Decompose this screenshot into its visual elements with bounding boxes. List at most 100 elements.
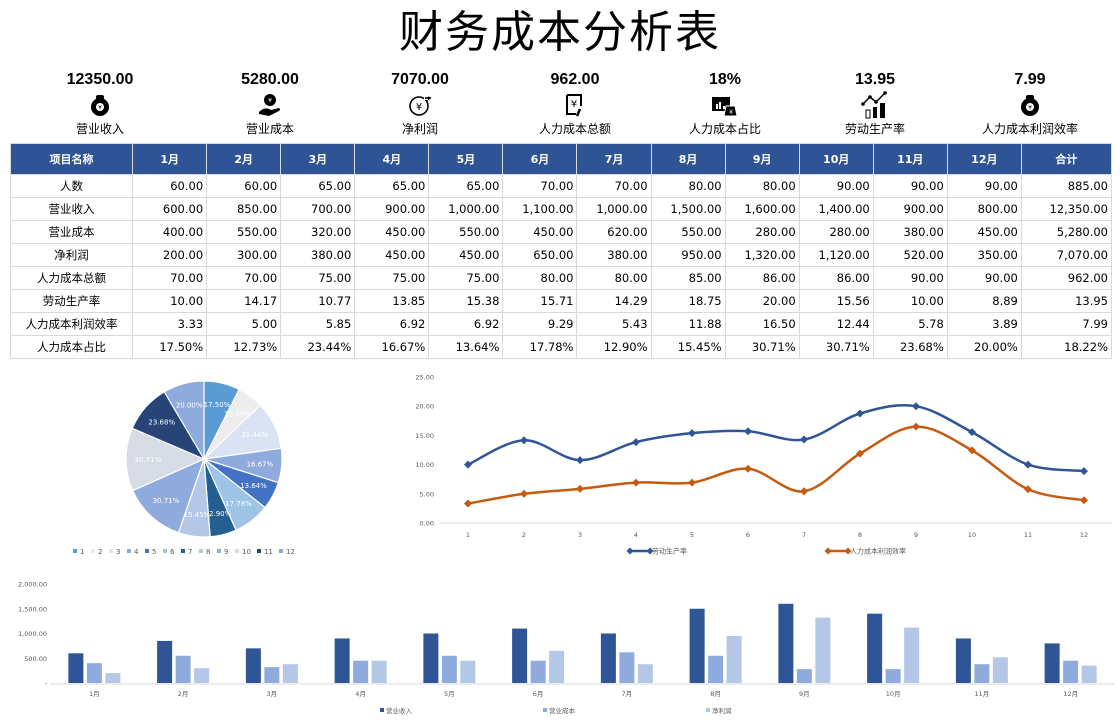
legend-marker: [626, 547, 634, 555]
pie-data-label: 12.90%: [205, 510, 232, 518]
kpi-value: 18%: [708, 71, 742, 88]
legend-label: 10: [242, 548, 251, 556]
data-point: [912, 402, 920, 411]
table-cell: 10.00: [132, 289, 208, 313]
column-header: 合计: [1020, 143, 1113, 175]
data-point: [912, 422, 920, 431]
bar: [600, 633, 616, 683]
pie-chart: 17.50%12.73% 23.44% 16.67% 13.64% 17.78% 12.9…: [73, 380, 295, 556]
row-label: 人力成本占比: [9, 335, 134, 359]
svg-text:¥: ¥: [268, 98, 272, 105]
bar: [904, 627, 920, 683]
legend-swatch: [199, 549, 203, 553]
x-tick-label: 10: [968, 531, 976, 539]
pie-data-label: 17.50%: [204, 401, 231, 409]
table-cell: 1,500.00: [650, 197, 726, 221]
legend-swatch: [279, 549, 283, 553]
legend-label: 9: [224, 548, 228, 556]
table-cell: 65.00: [354, 174, 430, 198]
table-cell: 13.95: [1020, 289, 1113, 313]
table-cell: 90.00: [946, 266, 1022, 290]
y-tick-label: 0.00: [420, 520, 434, 528]
hand-coin-icon: ¥: [195, 90, 345, 120]
data-point: [520, 436, 528, 445]
kpi-label: 人力成本利润效率: [981, 122, 1078, 136]
bar: [974, 664, 990, 683]
table-cell: 12,350.00: [1020, 197, 1113, 221]
x-tick-label: 4月: [355, 690, 366, 698]
table-cell: 885.00: [1020, 174, 1113, 198]
table-cell: 1,400.00: [798, 197, 874, 221]
table-cell: 900.00: [872, 197, 948, 221]
kpi-card: 7070.00 ¥ 净利润: [345, 70, 495, 138]
column-header: 项目名称: [9, 143, 134, 175]
table-cell: 1,100.00: [502, 197, 578, 221]
table-cell: 20.00%: [946, 335, 1022, 359]
table-cell: 300.00: [206, 243, 282, 267]
column-header: 10月: [798, 143, 874, 175]
bar: [815, 617, 831, 683]
pie-data-label: 17.78%: [225, 500, 252, 508]
bar: [955, 638, 971, 683]
data-point: [688, 478, 696, 487]
legend-label: 4: [134, 548, 139, 556]
pie-data-label: 15.45%: [183, 511, 210, 519]
table-cell: 380.00: [872, 220, 948, 244]
kpi-value: 12350.00: [66, 71, 134, 88]
legend-label: 营业收入: [386, 706, 413, 715]
legend-label: 8: [206, 548, 210, 556]
table-cell: 90.00: [872, 174, 948, 198]
svg-text:¥: ¥: [1028, 105, 1032, 112]
table-cell: 550.00: [428, 220, 504, 244]
data-point: [688, 429, 696, 438]
column-header: 4月: [354, 143, 430, 175]
row-label: 劳动生产率: [9, 289, 134, 313]
column-header: 1月: [132, 143, 208, 175]
bar: [530, 660, 546, 683]
table-cell: 80.00: [502, 266, 578, 290]
table-cell: 13.85: [354, 289, 430, 313]
column-header: 11月: [872, 143, 948, 175]
legend-swatch: [235, 549, 239, 553]
table-cell: 5.43: [576, 312, 652, 336]
column-header: 6月: [502, 143, 578, 175]
bar: [708, 655, 724, 683]
table-cell: 18.75: [650, 289, 726, 313]
data-point: [856, 409, 864, 418]
legend-label: 净利润: [712, 706, 732, 715]
kpi-value: 7.99: [1014, 71, 1046, 88]
table-header-row: 项目名称 1月 2月 3月 4月 5月 6月 7月 8月 9月 10月 11月 12月 合计: [9, 143, 1113, 175]
table-cell: 450.00: [946, 220, 1022, 244]
svg-text:¥: ¥: [416, 102, 422, 113]
table-cell: 1,000.00: [428, 197, 504, 221]
x-tick-label: 6月: [533, 690, 544, 698]
bar: [68, 653, 84, 683]
table-cell: 700.00: [280, 197, 356, 221]
legend-swatch: [91, 549, 95, 553]
legend-label: 劳动生产率: [652, 547, 687, 556]
kpi-label: 净利润: [401, 122, 438, 136]
bar: [796, 669, 812, 683]
pie-data-label: 12.73%: [224, 410, 251, 418]
table-cell: 23.68%: [872, 335, 948, 359]
table-cell: 900.00: [354, 197, 430, 221]
table-cell: 60.00: [132, 174, 208, 198]
data-point: [576, 484, 584, 493]
y-tick-label: -: [45, 680, 48, 688]
y-tick-label: 5.00: [420, 490, 434, 498]
table-cell: 18.22%: [1020, 335, 1113, 359]
table-cell: 350.00: [946, 243, 1022, 267]
bar: [282, 664, 298, 683]
column-header: 8月: [650, 143, 726, 175]
bar: [245, 648, 261, 683]
pie-slice: [131, 457, 206, 534]
legend-marker: [844, 547, 852, 555]
x-tick-label: 5月: [444, 690, 455, 698]
row-label: 人力成本总额: [9, 266, 134, 290]
pie-data-label: 23.44%: [241, 431, 268, 439]
bar: [619, 652, 635, 683]
bar: [549, 650, 565, 683]
table-cell: 12.73%: [206, 335, 282, 359]
table-cell: 16.50: [724, 312, 800, 336]
bar: [512, 628, 528, 683]
